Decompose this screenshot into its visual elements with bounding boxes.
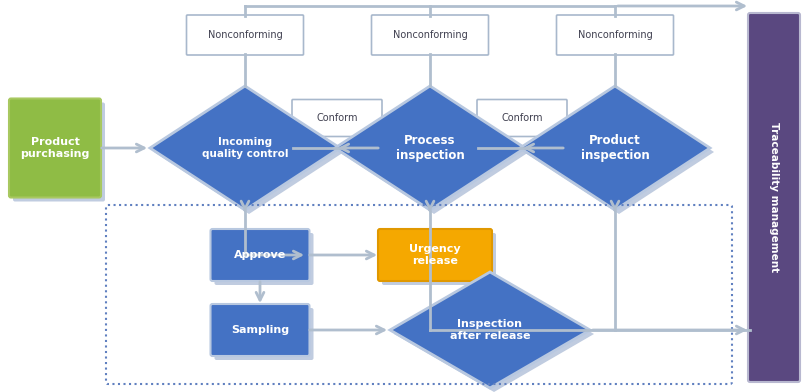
Text: Inspection
after release: Inspection after release	[449, 319, 529, 341]
Text: Product
inspection: Product inspection	[580, 134, 649, 162]
FancyBboxPatch shape	[378, 229, 492, 281]
FancyBboxPatch shape	[747, 13, 799, 382]
Text: Conform: Conform	[500, 113, 542, 123]
Text: Nonconforming: Nonconforming	[208, 30, 282, 40]
FancyBboxPatch shape	[13, 102, 105, 201]
Polygon shape	[390, 272, 589, 388]
Polygon shape	[520, 86, 709, 210]
Polygon shape	[394, 276, 593, 392]
Text: Process
inspection: Process inspection	[395, 134, 464, 162]
FancyBboxPatch shape	[214, 233, 313, 285]
Text: Traceability management: Traceability management	[768, 122, 778, 272]
Text: Product
purchasing: Product purchasing	[20, 137, 90, 159]
Text: Conform: Conform	[316, 113, 358, 123]
Text: Nonconforming: Nonconforming	[392, 30, 467, 40]
FancyBboxPatch shape	[371, 15, 488, 55]
FancyBboxPatch shape	[476, 100, 566, 136]
Polygon shape	[154, 90, 343, 214]
Text: Incoming
quality control: Incoming quality control	[201, 137, 288, 159]
FancyBboxPatch shape	[382, 233, 496, 285]
Text: Urgency
release: Urgency release	[409, 244, 460, 266]
FancyBboxPatch shape	[9, 98, 101, 198]
Text: Sampling: Sampling	[231, 325, 289, 335]
Polygon shape	[150, 86, 339, 210]
Text: Nonconforming: Nonconforming	[577, 30, 651, 40]
FancyBboxPatch shape	[556, 15, 673, 55]
FancyBboxPatch shape	[210, 229, 309, 281]
FancyBboxPatch shape	[186, 15, 303, 55]
Text: Approve: Approve	[233, 250, 286, 260]
FancyBboxPatch shape	[214, 308, 313, 360]
FancyBboxPatch shape	[210, 304, 309, 356]
Polygon shape	[338, 90, 529, 214]
Polygon shape	[524, 90, 713, 214]
Polygon shape	[334, 86, 525, 210]
FancyBboxPatch shape	[292, 100, 382, 136]
